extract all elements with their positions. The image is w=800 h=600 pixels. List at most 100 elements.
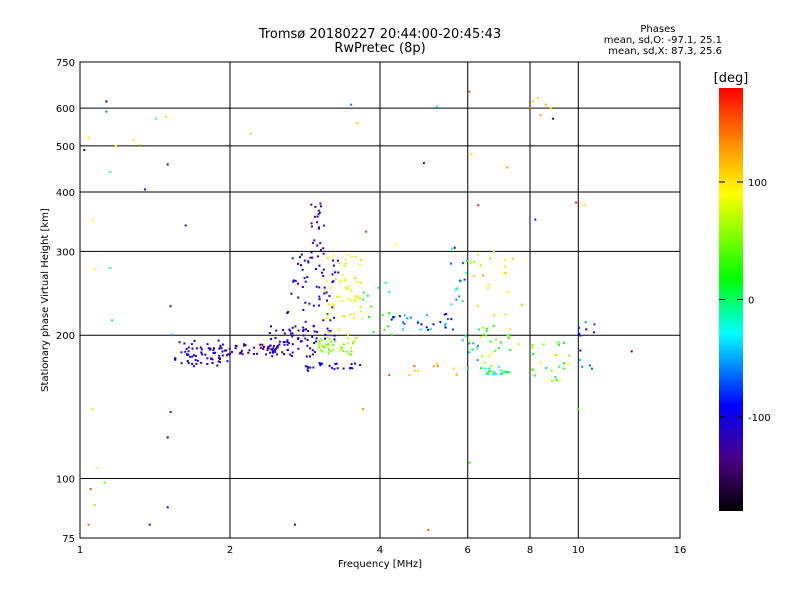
data-point — [276, 344, 279, 347]
data-point — [487, 286, 489, 289]
data-point — [416, 369, 419, 372]
data-point — [319, 249, 322, 252]
y-tick-labels: 75 100 200 300 400 500 600 750 — [56, 58, 75, 545]
data-point — [225, 354, 228, 357]
data-point — [328, 303, 330, 306]
data-point — [468, 339, 470, 342]
data-point — [310, 203, 313, 206]
data-point — [242, 344, 245, 347]
data-point — [537, 97, 539, 99]
data-point — [353, 312, 356, 315]
data-point — [315, 337, 318, 340]
data-point — [333, 368, 336, 371]
data-point — [349, 313, 352, 316]
x-tick-label: 10 — [572, 545, 585, 556]
data-point — [343, 277, 346, 280]
data-point — [192, 365, 195, 368]
data-point — [334, 278, 337, 281]
data-point — [495, 338, 498, 341]
data-point — [388, 290, 391, 293]
data-point — [315, 340, 317, 343]
plot-grid — [80, 62, 680, 538]
data-point — [452, 367, 455, 370]
data-point — [313, 351, 316, 353]
data-point — [304, 337, 307, 340]
data-point — [467, 367, 469, 370]
data-point — [187, 353, 190, 356]
data-point — [578, 332, 581, 335]
data-point — [511, 257, 514, 260]
data-point — [350, 363, 353, 365]
data-point — [302, 308, 305, 311]
data-point — [300, 253, 303, 256]
data-point — [476, 344, 479, 347]
data-point — [201, 353, 204, 356]
data-point — [315, 268, 317, 270]
data-point — [323, 292, 326, 295]
data-point — [534, 218, 537, 221]
data-point — [444, 324, 447, 327]
data-point — [286, 343, 289, 346]
data-point — [485, 372, 488, 375]
data-point — [143, 188, 146, 191]
data-point — [349, 366, 352, 369]
data-point — [217, 339, 220, 342]
data-point — [489, 257, 491, 260]
data-point — [272, 347, 275, 350]
data-point — [244, 344, 247, 347]
data-point — [165, 115, 168, 118]
data-point — [311, 256, 314, 259]
data-point — [578, 326, 580, 329]
data-point — [413, 369, 416, 372]
data-point — [343, 265, 346, 267]
data-point — [366, 294, 369, 297]
data-point — [225, 349, 228, 352]
data-point — [271, 351, 274, 354]
data-point — [218, 354, 221, 357]
data-point — [588, 364, 591, 367]
data-point — [312, 304, 315, 307]
data-point — [313, 342, 316, 344]
phase-stats-o: mean, sd,O: -97.1, 25.1 — [603, 35, 722, 46]
data-point — [545, 367, 548, 369]
data-point — [274, 351, 277, 354]
data-point — [427, 328, 430, 331]
data-point — [95, 467, 98, 470]
data-point — [240, 351, 243, 354]
data-point — [223, 349, 226, 352]
data-point — [485, 327, 488, 330]
data-point — [506, 334, 509, 337]
data-point — [195, 362, 198, 365]
data-point — [476, 304, 479, 307]
data-point — [555, 354, 558, 357]
data-point — [568, 354, 571, 357]
data-point — [325, 291, 328, 294]
data-point — [435, 105, 438, 108]
data-point — [377, 286, 380, 289]
data-point — [488, 283, 491, 286]
data-point — [191, 362, 194, 365]
data-point — [462, 262, 464, 265]
data-point — [292, 280, 295, 283]
data-point — [338, 295, 341, 298]
data-point — [191, 347, 194, 350]
y-tick-label: 200 — [56, 331, 75, 342]
data-point — [306, 366, 309, 369]
data-point — [278, 340, 281, 343]
data-point — [481, 326, 484, 329]
data-point — [413, 365, 416, 368]
data-point — [585, 328, 588, 331]
data-point — [268, 332, 271, 334]
data-point — [324, 290, 326, 293]
data-point — [333, 338, 336, 341]
data-point — [492, 373, 495, 376]
data-point — [199, 346, 202, 349]
data-point — [345, 286, 348, 289]
data-point — [272, 350, 275, 353]
data-point — [409, 316, 412, 319]
data-point — [288, 328, 291, 331]
data-point — [531, 368, 534, 371]
data-point — [187, 362, 190, 364]
data-point — [256, 352, 258, 355]
data-point — [304, 301, 307, 304]
